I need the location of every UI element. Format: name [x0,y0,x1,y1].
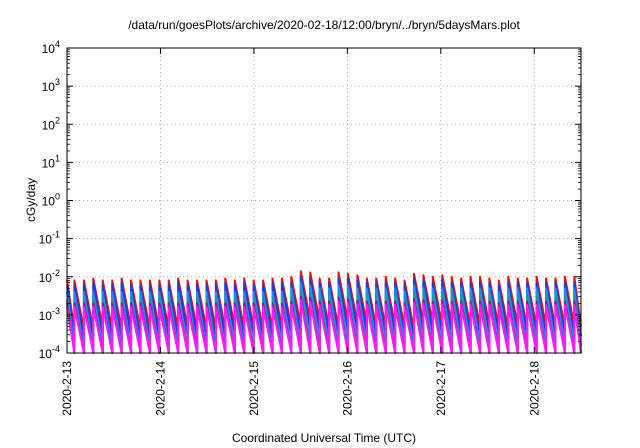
y-tick-label: 101 [42,153,60,170]
y-tick-label: 10-3 [39,306,60,323]
y-axis-title: cGy/day [24,178,38,222]
x-tick-label: 2020-2-13 [60,361,74,416]
x-tick-label: 2020-2-18 [527,361,541,416]
series-layer [66,270,582,354]
axes: 104 103 102 101 100 10-1 10-2 10-3 10-42020-2-13… [39,39,581,416]
y-tick-label: 104 [42,39,60,56]
y-tick-label: 102 [42,115,60,132]
x-tick-label: 2020-2-17 [434,361,448,416]
y-tick-label: 10-4 [39,344,60,361]
x-axis-title: Coordinated Universal Time (UTC) [232,431,416,445]
x-tick-label: 2020-2-15 [247,361,261,416]
x-tick-label: 2020-2-14 [153,361,167,416]
y-tick-label: 103 [42,77,60,94]
y-tick-label: 100 [42,192,60,209]
x-tick-label: 2020-2-16 [340,361,354,416]
series-line [66,275,582,340]
chart-title: /data/run/goesPlots/archive/2020-02-18/1… [128,18,520,32]
series-line [66,299,582,354]
y-tick-label: 10-1 [39,230,60,247]
y-tick-label: 10-2 [39,268,60,285]
series-line [66,281,582,351]
